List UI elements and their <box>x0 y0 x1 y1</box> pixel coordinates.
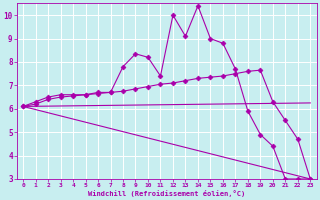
X-axis label: Windchill (Refroidissement éolien,°C): Windchill (Refroidissement éolien,°C) <box>88 190 245 197</box>
